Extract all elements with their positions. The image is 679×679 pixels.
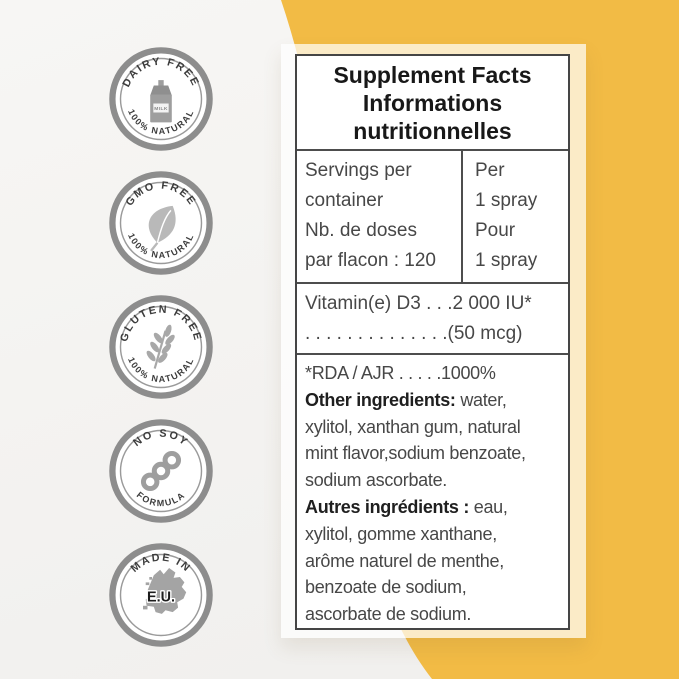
- autres-ingredients-label: Autres ingrédients :: [305, 496, 470, 517]
- autres-ingredients-line: Autres ingrédients : eau,: [305, 494, 560, 521]
- panel-frame: Supplement Facts Informations nutritionn…: [281, 44, 586, 638]
- ingredients-fr-line: arôme naturel de menthe,: [305, 550, 504, 571]
- other-ingredients-first: water,: [455, 389, 507, 410]
- vitamin-d3-mcg: . . . . . . . . . . . . . .(50 mcg): [305, 323, 523, 344]
- panel-title-fr-1: Informations: [362, 90, 503, 116]
- servings-label-line: Servings per: [305, 160, 412, 181]
- panel-title-en: Supplement Facts: [333, 62, 532, 88]
- ingredients-fr-line: xylitol, gomme xanthane,: [305, 523, 497, 544]
- badge-made-in-eu: E.U. MADE IN: [109, 543, 213, 647]
- badge-gluten-free: GLUTEN FREE 100% NATURAL: [109, 295, 213, 399]
- autres-ingredients-first: eau,: [469, 496, 508, 517]
- ingredients-fr-line: ascorbate de sodium.: [305, 604, 472, 625]
- panel-title-fr-2: nutritionnelles: [353, 118, 512, 144]
- wheat-icon: [146, 324, 175, 369]
- ingredients-en-line: mint flavor,sodium benzoate,: [305, 443, 526, 464]
- servings-value-line: 1 spray: [475, 250, 538, 271]
- panel-header: Supplement Facts Informations nutritionn…: [297, 56, 568, 149]
- servings-value-column: Per 1 spray Pour 1 spray: [463, 151, 568, 282]
- soybean-pod-icon: [140, 450, 182, 492]
- servings-value-line: 1 spray: [475, 190, 538, 211]
- vitamin-d3-amount: Vitamin(e) D3 . . .2 000 IU*: [305, 293, 532, 314]
- badge-dairy-free: MILK DAIRY FREE 100% NATURAL: [109, 47, 213, 151]
- servings-value-line: Per: [475, 160, 505, 181]
- milk-label-text: MILK: [154, 106, 168, 112]
- badge-no-soy: NO SOY FORMULA: [109, 419, 213, 523]
- servings-value-line: Pour: [475, 220, 516, 241]
- milk-carton-icon: MILK: [150, 80, 172, 123]
- servings-label-line: par flacon : 120: [305, 250, 436, 271]
- rda-line: *RDA / AJR . . . . .1000%: [305, 363, 496, 383]
- ingredients-en-line: sodium ascorbate.: [305, 470, 447, 491]
- badge-gmo-free: GMO FREE 100% NATURAL: [109, 171, 213, 275]
- servings-label-line: container: [305, 190, 384, 211]
- ingredients-en-line: xylitol, xanthan gum, natural: [305, 416, 521, 437]
- servings-label-column: Servings per container Nb. de doses par …: [297, 151, 463, 282]
- europe-map-icon: [143, 568, 187, 614]
- vitamin-d3-section: Vitamin(e) D3 . . .2 000 IU* . . . . . .…: [297, 282, 568, 353]
- other-ingredients-line: Other ingredients: water,: [305, 387, 560, 414]
- servings-section: Servings per container Nb. de doses par …: [297, 149, 568, 282]
- badge-column: MILK DAIRY FREE 100% NATURAL GMO FREE 10…: [107, 45, 215, 649]
- other-ingredients-label: Other ingredients:: [305, 389, 456, 410]
- ingredients-fr-line: benzoate de sodium,: [305, 577, 467, 598]
- ingredients-section: *RDA / AJR . . . . .1000% Other ingredie…: [297, 353, 568, 632]
- eu-center-text: E.U.: [147, 589, 175, 605]
- servings-label-line: Nb. de doses: [305, 220, 417, 241]
- supplement-facts-panel: Supplement Facts Informations nutritionn…: [295, 54, 570, 630]
- leaf-icon: [148, 205, 176, 252]
